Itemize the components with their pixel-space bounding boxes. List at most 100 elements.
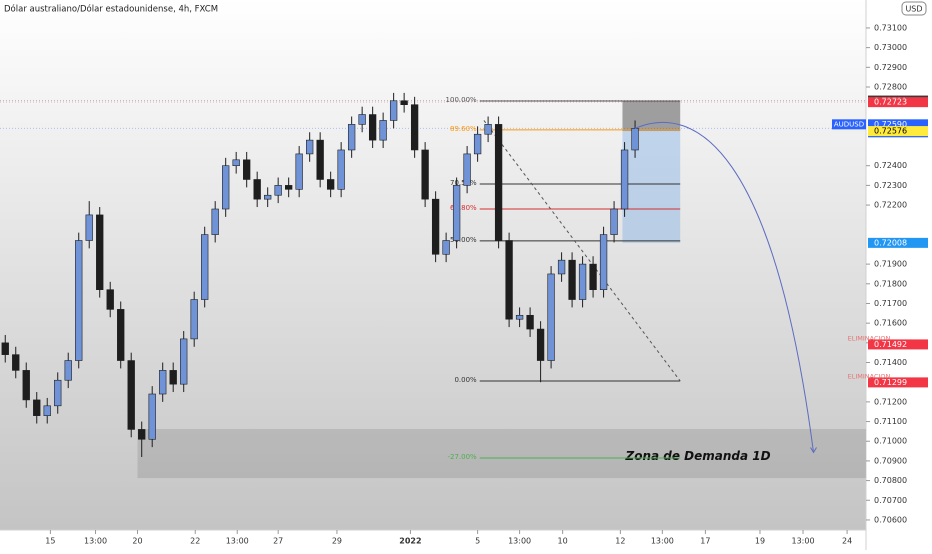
candle-body — [85, 214, 93, 241]
candle-body — [536, 328, 545, 361]
candle-body — [306, 139, 314, 155]
candle-body — [190, 299, 198, 340]
x-tick-label: 15 — [45, 537, 55, 546]
trend-line — [483, 120, 681, 382]
y-tick-label: 0.71800 — [874, 279, 907, 288]
y-tick-label: 0.70900 — [874, 456, 907, 465]
candle-body — [421, 149, 429, 200]
candle-body — [494, 124, 503, 241]
x-tick-label: 12 — [615, 537, 625, 546]
price-badge-label: 0.72008 — [874, 238, 907, 247]
candle-body — [106, 289, 114, 310]
x-tick-label: 13:00 — [791, 537, 814, 546]
candle-body — [96, 214, 104, 290]
arrow-head — [810, 447, 817, 454]
candle-body — [389, 100, 398, 121]
candle-body — [473, 133, 482, 155]
candle-body — [295, 153, 303, 190]
x-tick-label: 22 — [190, 537, 200, 546]
y-tick-label: 0.72400 — [874, 161, 907, 170]
fib-label: -27.00% — [447, 453, 477, 461]
candle-body — [620, 149, 629, 210]
candle-body — [127, 360, 135, 430]
candle-body — [159, 370, 167, 395]
currency-label: USD — [905, 5, 922, 14]
y-tick-label: 0.72900 — [874, 63, 907, 72]
price-badge-label: 0.71492 — [874, 340, 907, 349]
currency-button[interactable] — [901, 1, 927, 16]
fib-label: 0.00% — [454, 376, 477, 384]
x-tick-label: 19 — [755, 537, 765, 546]
candle-body — [264, 194, 272, 200]
candle-body — [326, 179, 335, 190]
fib-label: 61.80% — [450, 204, 477, 212]
candle-body — [358, 114, 366, 125]
candle-body — [347, 124, 356, 151]
symbol-label: AUDUSD — [834, 120, 864, 128]
fib-label: 100.00% — [446, 96, 477, 104]
price-badge — [868, 339, 928, 350]
candle-body — [285, 185, 293, 190]
y-tick-label: 0.72800 — [874, 82, 907, 91]
badge-note: ELIMINACION — [848, 372, 891, 380]
y-tick-label: 0.71700 — [874, 299, 907, 308]
price-axis-panel — [866, 0, 932, 550]
candle-body — [547, 273, 555, 361]
candle-body — [484, 124, 492, 135]
zone-label: Zona de Demanda 1D — [625, 449, 771, 463]
y-tick-label: 0.71000 — [874, 437, 907, 446]
candle-body — [253, 179, 261, 200]
x-tick-label: 5 — [475, 537, 480, 546]
x-tick-label: 10 — [558, 537, 568, 546]
candle-body — [1, 342, 9, 355]
x-tick-label: 2022 — [399, 537, 421, 546]
x-tick-label: 13:00 — [508, 537, 531, 546]
candle-body — [526, 314, 534, 330]
x-tick-label: 24 — [842, 537, 852, 546]
price-badge — [868, 377, 928, 388]
plot-background — [0, 0, 866, 530]
candle-body — [599, 234, 608, 290]
candle-body — [515, 314, 524, 320]
candle-body — [400, 100, 408, 106]
badge-note: ELIMINACION — [848, 334, 891, 342]
candle-body — [505, 240, 513, 320]
candle-body — [169, 370, 177, 385]
y-tick-label: 0.72200 — [874, 201, 907, 210]
price-badge-label: 0.71299 — [874, 378, 907, 387]
x-tick-label: 13:00 — [84, 537, 107, 546]
y-tick-label: 0.70800 — [874, 476, 907, 485]
y-tick-label: 0.71900 — [874, 260, 907, 269]
candle-body — [463, 153, 471, 186]
candle-body — [138, 429, 146, 440]
candle-body — [180, 338, 188, 385]
candle-body — [243, 159, 251, 180]
x-tick-label: 20 — [132, 537, 142, 546]
position-stop — [622, 100, 681, 132]
candle-body — [201, 234, 209, 300]
symbol-badge — [832, 119, 866, 130]
projection-arrow — [634, 121, 815, 453]
candle-body — [33, 399, 41, 416]
candle-body — [316, 139, 324, 180]
x-tick-label: 27 — [273, 537, 283, 546]
y-tick-label: 0.71100 — [874, 417, 907, 426]
price-badge-label: 0.72590 — [874, 120, 907, 129]
price-badge-label: 0.72723 — [874, 98, 907, 107]
candle-body — [117, 309, 125, 361]
x-tick-label: 13:00 — [226, 537, 249, 546]
demand-zone — [137, 429, 866, 479]
y-tick-label: 0.71600 — [874, 319, 907, 328]
candle-body — [222, 165, 230, 210]
y-tick-label: 0.73100 — [874, 23, 907, 32]
position-target — [622, 131, 681, 243]
chart-title: Dólar australiano/Dólar estadounidense, … — [4, 4, 218, 15]
candle-body — [232, 159, 240, 167]
candle-body — [211, 208, 219, 235]
candle-body — [452, 185, 461, 241]
y-tick-label: 0.70700 — [874, 496, 907, 505]
candle-body — [631, 128, 639, 151]
candle-body — [610, 208, 618, 235]
price-badge-label: 0.72576 — [874, 127, 907, 136]
